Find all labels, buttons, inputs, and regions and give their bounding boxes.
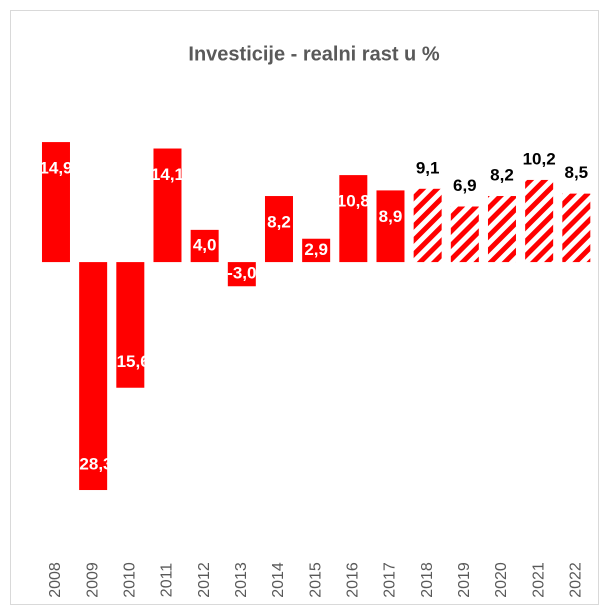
x-tick-label: 2019	[456, 562, 473, 598]
bar	[79, 262, 108, 491]
bar	[264, 196, 293, 263]
data-label: 8,5	[564, 163, 588, 182]
x-tick-label: 2020	[493, 562, 510, 598]
chart-title: Investicije - realni rast u %	[188, 43, 439, 65]
data-label: 2,9	[304, 240, 328, 259]
x-tick-label: 2017	[382, 562, 399, 598]
bar	[41, 142, 70, 263]
bar	[562, 193, 591, 263]
x-tick-label: 2015	[307, 562, 324, 598]
x-tick-label: 2009	[84, 562, 101, 598]
x-tick-label: 2014	[270, 562, 287, 598]
data-label: 6,9	[453, 176, 477, 195]
data-label: -3,0	[227, 264, 256, 283]
data-label: -15,6	[111, 352, 150, 371]
data-label: 10,2	[523, 149, 556, 168]
data-label: 14,9	[39, 159, 72, 178]
data-label: 8,2	[267, 213, 291, 232]
bar	[190, 229, 219, 263]
bar	[302, 238, 331, 263]
x-tick-label: 2012	[196, 562, 213, 598]
bar	[116, 262, 145, 388]
bar	[339, 175, 368, 263]
bar	[487, 196, 516, 263]
x-tick-label: 2018	[419, 562, 436, 598]
bar	[227, 262, 256, 287]
data-label: 14,1	[151, 165, 184, 184]
chart-border	[10, 10, 599, 605]
x-tick-label: 2008	[47, 562, 64, 598]
bar	[413, 188, 442, 263]
bar	[153, 148, 182, 263]
x-tick-label: 2021	[530, 562, 547, 598]
data-label: 4,0	[193, 235, 217, 254]
x-tick-label: 2011	[159, 563, 176, 598]
bar	[525, 179, 554, 263]
data-label: -28,3	[74, 455, 113, 474]
data-label: 10,8	[337, 192, 370, 211]
x-tick-label: 2022	[568, 562, 585, 598]
data-label: 8,9	[379, 207, 403, 226]
x-tick-label: 2016	[345, 562, 362, 598]
x-tick-label: 2013	[233, 562, 250, 598]
bar	[450, 206, 479, 263]
data-label: 8,2	[490, 166, 514, 185]
x-tick-label: 2010	[122, 562, 139, 598]
bar	[376, 190, 405, 263]
data-label: 9,1	[416, 158, 440, 177]
